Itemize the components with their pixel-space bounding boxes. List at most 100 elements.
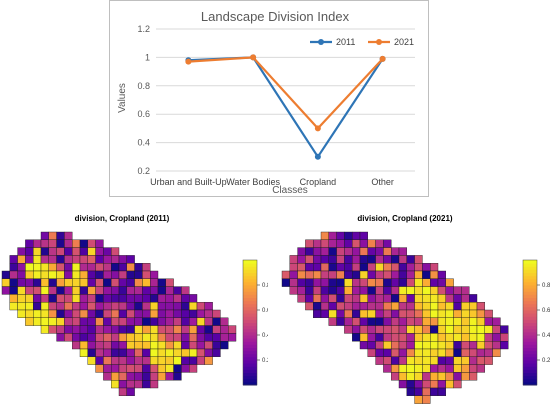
heatmap-cell (142, 301, 151, 311)
heatmap-cell (367, 286, 376, 295)
heatmap-cell (118, 356, 128, 365)
heatmap-cell (110, 286, 120, 295)
heatmap-cell (320, 231, 330, 241)
colorbar-tick-label: 0.2 (262, 358, 268, 364)
heatmap-cell (118, 325, 128, 334)
heatmap-cell (142, 309, 151, 319)
heatmap-cell (17, 309, 26, 319)
heatmap-cell (103, 348, 112, 358)
heatmap-cell (351, 255, 361, 264)
heatmap-cell (110, 278, 120, 287)
heatmap-cell (142, 372, 151, 381)
heatmap-cell (437, 325, 447, 334)
heatmap-cell (336, 301, 345, 311)
heatmap-cell (56, 286, 65, 295)
heatmap-cell (476, 364, 486, 373)
heatmap-cell (445, 379, 454, 389)
heatmap-cell (110, 294, 120, 303)
heatmap-cell (79, 301, 89, 311)
heatmap-cell (48, 270, 57, 280)
heatmap-cell (25, 309, 34, 319)
heatmap-cell (71, 309, 81, 319)
heatmap-cell (468, 372, 478, 381)
heatmap-cell (437, 286, 447, 295)
colorbar-segment (243, 316, 257, 320)
colorbar-segment (523, 369, 537, 373)
colorbar-segment (523, 306, 537, 311)
heatmap-cell (328, 301, 337, 311)
heatmap-cell (313, 278, 322, 287)
heatmap-cell (445, 317, 454, 326)
heatmap-cell (142, 294, 151, 303)
heatmap-cell (87, 294, 96, 303)
heatmap-cell (313, 294, 322, 303)
heatmap-cell (95, 263, 104, 272)
heatmap-cell (484, 325, 493, 334)
legend-label: 2021 (394, 37, 414, 47)
colorbar-tick-label: 0.8 (262, 283, 268, 289)
heatmap-cell (320, 309, 330, 319)
colorbar: 0.2 0.4 0.6 0.8 (522, 259, 550, 386)
heatmap-cell (103, 333, 112, 342)
heatmap-cell (453, 317, 462, 326)
heatmap-cell (367, 255, 376, 264)
heatmap-cell (351, 309, 361, 319)
heatmap-cell (126, 387, 135, 397)
heatmap-cell (149, 325, 159, 334)
heatmap-cell (17, 301, 26, 311)
heatmap-cell (227, 325, 237, 334)
heatmap-cell (383, 348, 392, 358)
heatmap-cell (390, 325, 400, 334)
heatmap-cell (95, 348, 104, 358)
heatmap-cell (281, 270, 291, 280)
colorbar-frame (242, 259, 258, 386)
heatmap-cell (181, 317, 190, 326)
heatmap-cell (149, 379, 159, 389)
heatmap-cell (383, 317, 392, 326)
heatmap-cell (40, 294, 50, 303)
heatmap-cell (40, 263, 50, 272)
heatmap-cell (204, 309, 213, 319)
heatmap-cell (437, 364, 447, 373)
heatmap-cell (445, 294, 454, 303)
heatmap-cell (422, 294, 431, 303)
heatmap-cell (383, 270, 392, 280)
heatmap-cell (79, 239, 89, 248)
heatmap-cell (33, 255, 42, 264)
heatmap-cell (406, 379, 415, 389)
heatmap-cell (297, 278, 306, 287)
heatmap-cell (64, 317, 73, 326)
heatmap-cell (165, 286, 174, 295)
colorbar-segment (243, 353, 257, 358)
heatmap-cell (328, 270, 337, 280)
colorbar-segment (243, 319, 257, 323)
heatmap-cell (110, 247, 120, 256)
heatmap-cell (398, 379, 408, 389)
heatmap-cell (103, 340, 112, 350)
heatmap-cell (492, 340, 501, 350)
heatmap-cell (126, 364, 135, 373)
heatmap-cell (320, 301, 330, 311)
heatmap-cell (126, 278, 135, 287)
heatmap-cell (149, 340, 159, 350)
cropland-2021-map-panel: division, Cropland (2021) 0.2 0.4 0.6 0.8 (280, 210, 550, 410)
colorbar-segment (243, 341, 257, 345)
heatmap-cell (212, 340, 221, 350)
heatmap-cell (48, 239, 57, 248)
heatmap-cell (220, 325, 229, 334)
heatmap-cell (414, 301, 423, 311)
heatmap-cell (468, 364, 478, 373)
heatmap-cell (212, 317, 221, 326)
heatmap-cell (351, 247, 361, 256)
heatmap-cell (461, 301, 470, 311)
heatmap-cell (56, 278, 65, 287)
heatmap-cell (414, 348, 423, 358)
x-tick-label: Water Bodies (226, 177, 280, 187)
heatmap-cell (56, 317, 65, 326)
heatmap-cell (305, 286, 314, 295)
heatmap-cell (126, 348, 135, 358)
heatmap-cell (500, 333, 509, 342)
heatmap-cell (468, 333, 478, 342)
x-tick-labels: Urban and Built-Up Water Bodies Cropland Ot… (150, 177, 394, 187)
heatmap-cell (71, 278, 81, 287)
